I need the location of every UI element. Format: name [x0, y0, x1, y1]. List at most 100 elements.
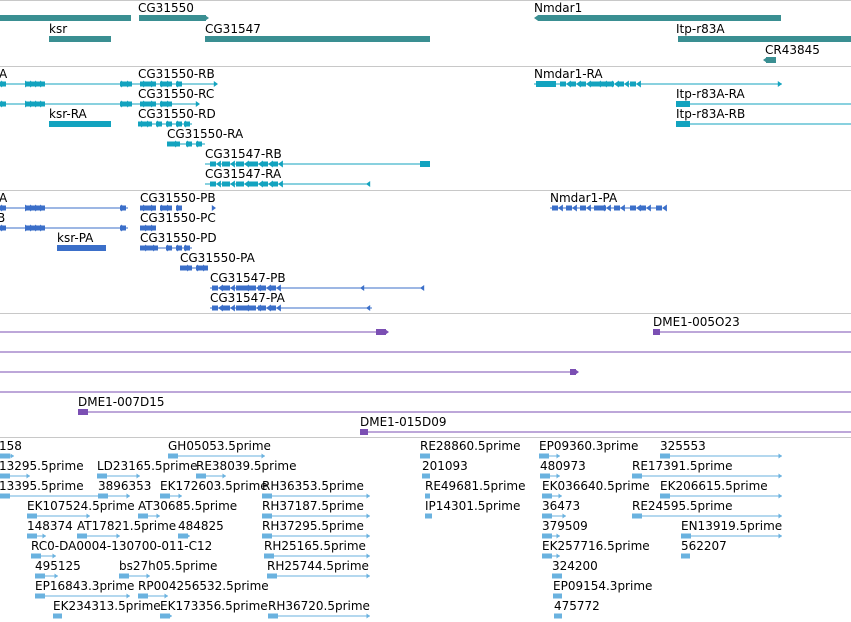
protein-exon-arrow[interactable]: [230, 284, 235, 292]
transcript-exon-arrow[interactable]: [121, 100, 126, 108]
est-line[interactable]: [660, 455, 782, 457]
protein-exon-arrow[interactable]: [646, 204, 651, 212]
est-arrow[interactable]: [168, 613, 173, 619]
transcript-exon-arrow[interactable]: [586, 80, 591, 88]
protein-exon[interactable]: [180, 265, 192, 271]
protein-label[interactable]: CG31550-PD: [140, 231, 217, 245]
transcript-arrow[interactable]: [777, 81, 782, 87]
transcript-exon[interactable]: [618, 81, 624, 87]
protein-arrow[interactable]: [60, 245, 65, 251]
est-label[interactable]: 484825: [178, 519, 224, 533]
est-block[interactable]: [98, 493, 108, 499]
est-arrow[interactable]: [261, 453, 266, 459]
clone-label[interactable]: DME1-007D15: [78, 395, 165, 409]
protein-exon[interactable]: [244, 285, 256, 291]
protein-exon[interactable]: [140, 225, 150, 231]
est-arrow[interactable]: [54, 573, 59, 579]
est-block[interactable]: [262, 493, 272, 499]
est-arrow[interactable]: [178, 493, 183, 499]
transcript-exon-arrow[interactable]: [177, 120, 182, 128]
protein-label[interactable]: CG31550-PB: [140, 191, 216, 205]
clone-line[interactable]: [653, 331, 851, 333]
transcript-exon-arrow[interactable]: [25, 100, 30, 108]
protein-exon-arrow[interactable]: [40, 204, 45, 212]
protein-exon-arrow[interactable]: [572, 204, 577, 212]
est-arrow[interactable]: [116, 533, 121, 539]
est-arrow[interactable]: [186, 533, 191, 539]
protein-exon-arrow[interactable]: [151, 224, 156, 232]
est-block[interactable]: [0, 473, 10, 479]
transcript-label[interactable]: ksr-RA: [49, 107, 87, 121]
est-block[interactable]: [540, 473, 550, 479]
protein-exon-arrow[interactable]: [266, 284, 271, 292]
est-arrow[interactable]: [156, 513, 161, 519]
protein-exon-arrow[interactable]: [177, 244, 182, 252]
est-label[interactable]: 201093: [422, 459, 468, 473]
est-block[interactable]: [262, 513, 272, 519]
est-block[interactable]: [0, 493, 10, 499]
est-label[interactable]: RE38039.5prime: [196, 459, 297, 473]
est-block[interactable]: [35, 593, 45, 599]
est-label[interactable]: RE49681.5prime: [425, 479, 526, 493]
est-block[interactable]: [660, 453, 670, 459]
est-block[interactable]: [681, 533, 691, 539]
transcript-exon-arrow[interactable]: [1, 80, 7, 88]
transcript-exon-arrow[interactable]: [167, 100, 172, 108]
est-arrow[interactable]: [86, 513, 91, 519]
est-block[interactable]: [552, 573, 562, 579]
clone-end[interactable]: [360, 429, 368, 435]
transcript-label[interactable]: CG31550-RC: [138, 87, 215, 101]
gene-glyph[interactable]: [49, 36, 111, 42]
est-arrow[interactable]: [10, 453, 15, 459]
transcript-exon-arrow[interactable]: [185, 120, 190, 128]
protein-exon[interactable]: [566, 205, 572, 211]
clone-label[interactable]: DME1-005O23: [653, 315, 740, 329]
est-line[interactable]: [262, 495, 370, 497]
transcript-exon[interactable]: [248, 181, 258, 187]
protein-exon[interactable]: [57, 245, 106, 251]
est-line[interactable]: [35, 595, 130, 597]
gene-glyph[interactable]: [538, 15, 781, 21]
transcript-intron[interactable]: [676, 123, 851, 125]
protein-exon-arrow[interactable]: [30, 224, 35, 232]
protein-exon-arrow[interactable]: [662, 204, 667, 212]
est-label[interactable]: EK173356.5prime: [160, 599, 268, 613]
est-block[interactable]: [632, 513, 642, 519]
est-label[interactable]: 480973: [540, 459, 586, 473]
est-line[interactable]: [262, 535, 370, 537]
protein-exon-arrow[interactable]: [177, 204, 182, 212]
est-block[interactable]: [27, 533, 37, 539]
gene-glyph-arrow[interactable]: [204, 15, 209, 21]
est-arrow[interactable]: [558, 573, 563, 579]
protein-intron[interactable]: [180, 267, 208, 269]
est-arrow[interactable]: [426, 453, 431, 459]
transcript-exon-arrow[interactable]: [127, 80, 132, 88]
transcript-exon-arrow[interactable]: [141, 120, 146, 128]
est-arrow[interactable]: [558, 493, 563, 499]
protein-exon[interactable]: [630, 205, 636, 211]
protein-label[interactable]: CG31547-PA: [210, 291, 285, 305]
est-label[interactable]: 13295.5prime: [0, 459, 84, 473]
est-block[interactable]: [35, 573, 45, 579]
protein-exon-arrow[interactable]: [197, 264, 202, 272]
est-arrow[interactable]: [556, 473, 561, 479]
est-block[interactable]: [160, 493, 170, 499]
est-label[interactable]: EN13919.5prime: [681, 519, 783, 533]
est-label[interactable]: 495125: [35, 559, 81, 573]
protein-exon-arrow[interactable]: [145, 224, 150, 232]
gene-label[interactable]: CR43845: [765, 43, 820, 57]
clone-line[interactable]: [360, 431, 851, 433]
transcript-intron[interactable]: [205, 183, 370, 185]
transcript-exon-arrow[interactable]: [167, 120, 172, 128]
est-arrow[interactable]: [556, 553, 561, 559]
clone-end[interactable]: [653, 329, 660, 335]
est-label[interactable]: 475772: [554, 599, 600, 613]
est-line[interactable]: [681, 535, 782, 537]
gene-glyph[interactable]: [0, 15, 131, 21]
est-arrow[interactable]: [366, 493, 371, 499]
transcript-exon[interactable]: [272, 161, 278, 167]
protein-exon-arrow[interactable]: [230, 304, 235, 312]
est-block[interactable]: [267, 573, 277, 579]
est-arrow[interactable]: [778, 473, 783, 479]
